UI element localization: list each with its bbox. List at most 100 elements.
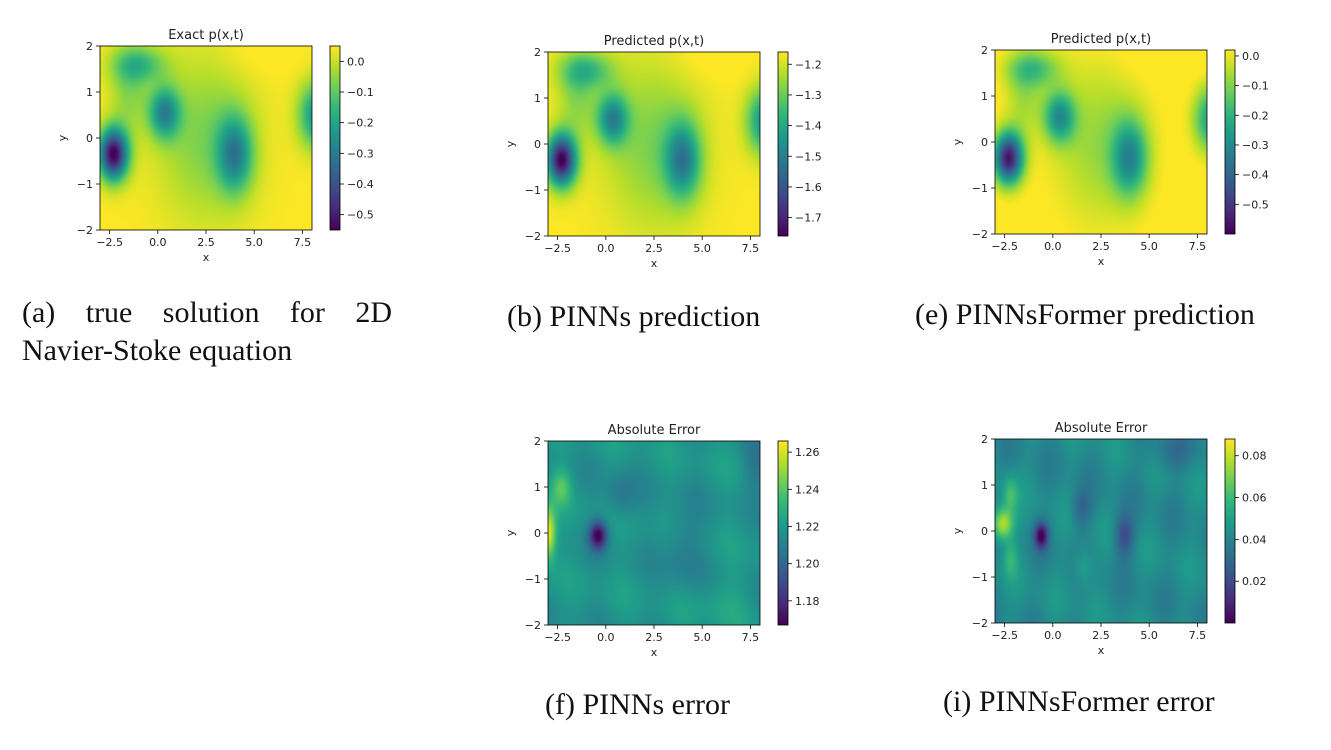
plot-pinns-absolute-error: Absolute Error −2.5 0.0 2.5 5.0 7.5 −2 −1 0 1 2 x y 1… xyxy=(488,415,848,665)
x-tick-label: 0.0 xyxy=(1044,629,1062,642)
y-tick-label: −1 xyxy=(972,571,988,584)
colorbar-tick-label: 0.02 xyxy=(1242,575,1267,588)
y-tick-label: 0 xyxy=(534,138,541,151)
x-tick-label: 2.5 xyxy=(197,236,215,249)
caption-i: (i) PINNsFormer error xyxy=(943,685,1215,718)
x-axis-label: x xyxy=(203,251,210,264)
x-tick-label: 5.0 xyxy=(245,236,263,249)
x-tick-label: 0.0 xyxy=(149,236,167,249)
y-tick-label: 1 xyxy=(981,90,988,103)
colorbar xyxy=(1224,438,1236,624)
x-tick-label: 0.0 xyxy=(1044,240,1062,253)
y-tick-label: 0 xyxy=(534,527,541,540)
x-tick-label: −2.5 xyxy=(544,631,571,644)
x-tick-label: 7.5 xyxy=(294,236,312,249)
y-axis-label: y xyxy=(951,138,964,145)
heatmap-svg: Predicted p(x,t) −2.5 0.0 2.5 5.0 7.5 −2 −1 0 1 2 x… xyxy=(951,32,1269,268)
x-tick-label: 7.5 xyxy=(742,242,760,255)
y-tick-label: 2 xyxy=(534,435,541,448)
y-tick-label: −2 xyxy=(525,230,541,243)
colorbar xyxy=(777,440,789,626)
x-tick-label: 5.0 xyxy=(1140,629,1158,642)
y-tick-label: −2 xyxy=(525,619,541,632)
heatmap-image xyxy=(995,50,1207,234)
colorbar-tick-label: 1.24 xyxy=(795,483,820,496)
colorbar-tick-label: −0.3 xyxy=(1242,139,1269,152)
colorbar-tick-label: 1.22 xyxy=(795,520,820,533)
y-tick-label: 2 xyxy=(981,44,988,57)
colorbar xyxy=(329,45,341,231)
y-tick-label: 1 xyxy=(534,92,541,105)
y-tick-label: 0 xyxy=(981,136,988,149)
x-tick-label: 7.5 xyxy=(1189,240,1207,253)
plot-pinnsformer-absolute-error: Absolute Error −2.5 0.0 2.5 5.0 7.5 −2 −1 0 1 2 x y 0… xyxy=(935,413,1295,663)
plot-pinns-predicted-p: Predicted p(x,t) −2.5 0.0 2.5 5.0 7.5 −2 −1 0 1 2 x… xyxy=(488,26,848,276)
y-tick-label: 1 xyxy=(534,481,541,494)
x-tick-label: −2.5 xyxy=(991,629,1018,642)
plot-pinnsformer-predicted-p: Predicted p(x,t) −2.5 0.0 2.5 5.0 7.5 −2 −1 0 1 2 x… xyxy=(935,24,1295,274)
heatmap-svg: Absolute Error −2.5 0.0 2.5 5.0 7.5 −2 −1 0 1 2 x y 0… xyxy=(951,421,1267,657)
colorbar-tick-label: −1.3 xyxy=(795,89,822,102)
colorbar-tick-label: 0.04 xyxy=(1242,533,1267,546)
colorbar-tick-label: −0.4 xyxy=(347,178,374,191)
x-tick-label: 2.5 xyxy=(1092,240,1110,253)
colorbar-tick-label: −1.7 xyxy=(795,212,822,225)
colorbar-tick-label: −0.1 xyxy=(347,86,374,99)
y-axis-label: y xyxy=(951,527,964,534)
y-tick-label: −2 xyxy=(77,224,93,237)
x-axis-label: x xyxy=(651,646,658,659)
x-tick-label: 5.0 xyxy=(1140,240,1158,253)
y-tick-label: −2 xyxy=(972,228,988,241)
y-tick-label: 0 xyxy=(86,132,93,145)
colorbar xyxy=(777,51,789,237)
heatmap-image xyxy=(548,441,760,625)
x-tick-label: 2.5 xyxy=(1092,629,1110,642)
x-tick-label: 7.5 xyxy=(742,631,760,644)
colorbar-tick-label: −0.1 xyxy=(1242,80,1269,93)
heatmap-svg: Predicted p(x,t) −2.5 0.0 2.5 5.0 7.5 −2 −1 0 1 2 x… xyxy=(504,34,822,270)
chart-title: Absolute Error xyxy=(608,423,701,438)
y-tick-label: 2 xyxy=(534,46,541,59)
colorbar-tick-label: −1.4 xyxy=(795,120,822,133)
y-axis-label: y xyxy=(504,140,517,147)
heatmap-svg: Absolute Error −2.5 0.0 2.5 5.0 7.5 −2 −1 0 1 2 x y 1… xyxy=(504,423,820,659)
caption-a: (a) true solution for 2D Navier-Stoke eq… xyxy=(22,296,392,367)
colorbar-tick-label: 0.0 xyxy=(347,55,365,68)
y-tick-label: −2 xyxy=(972,617,988,630)
y-tick-label: 1 xyxy=(981,479,988,492)
chart-title: Absolute Error xyxy=(1055,421,1148,436)
caption-f: (f) PINNs error xyxy=(545,688,730,721)
chart-title: Predicted p(x,t) xyxy=(604,34,704,49)
y-tick-label: 2 xyxy=(86,40,93,53)
x-tick-label: 0.0 xyxy=(597,242,615,255)
x-tick-label: 7.5 xyxy=(1189,629,1207,642)
x-tick-label: 2.5 xyxy=(645,242,663,255)
x-tick-label: −2.5 xyxy=(544,242,571,255)
y-tick-label: −1 xyxy=(972,182,988,195)
y-tick-label: −1 xyxy=(525,573,541,586)
x-axis-label: x xyxy=(651,257,658,270)
chart-title: Predicted p(x,t) xyxy=(1051,32,1151,47)
colorbar-tick-label: −0.2 xyxy=(347,117,374,130)
colorbar-tick-label: −0.5 xyxy=(347,209,374,222)
x-tick-label: 5.0 xyxy=(693,631,711,644)
colorbar-tick-label: 0.08 xyxy=(1242,450,1267,463)
heatmap-image xyxy=(548,52,760,236)
x-tick-label: −2.5 xyxy=(96,236,123,249)
y-tick-label: 1 xyxy=(86,86,93,99)
y-tick-label: 2 xyxy=(981,433,988,446)
y-tick-label: −1 xyxy=(77,178,93,191)
colorbar-tick-label: −0.2 xyxy=(1242,109,1269,122)
heatmap-image xyxy=(995,439,1207,623)
y-axis-label: y xyxy=(56,134,69,141)
x-tick-label: 2.5 xyxy=(645,631,663,644)
colorbar-tick-label: 1.18 xyxy=(795,595,820,608)
colorbar-tick-label: −1.6 xyxy=(795,181,822,194)
x-axis-label: x xyxy=(1098,255,1105,268)
colorbar-tick-label: −1.5 xyxy=(795,150,822,163)
colorbar-tick-label: −0.3 xyxy=(347,147,374,160)
y-tick-label: 0 xyxy=(981,525,988,538)
y-tick-label: −1 xyxy=(525,184,541,197)
heatmap-svg: Exact p(x,t) −2.5 0.0 2.5 5.0 7.5 −2 −1 0 1 2 x y 0.0… xyxy=(56,28,374,264)
colorbar-tick-label: 0.0 xyxy=(1242,50,1260,63)
